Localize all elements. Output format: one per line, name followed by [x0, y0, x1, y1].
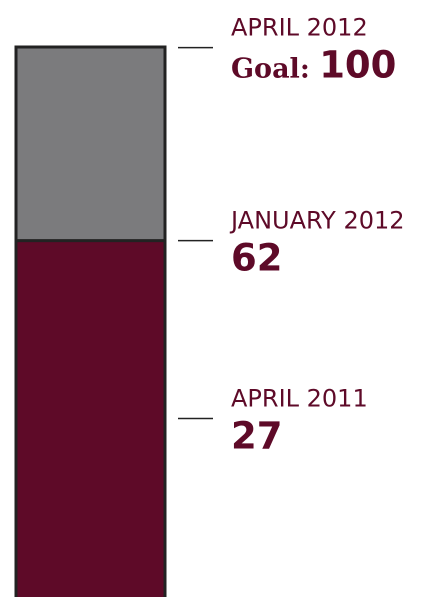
bar-remaining — [16, 47, 165, 241]
marker-value-number: 100 — [319, 44, 396, 87]
marker-value-label: Goal: 100 — [231, 44, 396, 87]
marker-value-prefix: Goal: — [231, 54, 319, 85]
marker-value-number: 62 — [231, 237, 283, 280]
marker-period-label: APRIL 2012 — [231, 14, 368, 42]
marker-period-label: APRIL 2011 — [231, 384, 368, 412]
marker-value-label: 27 — [231, 414, 283, 457]
marker-value-number: 27 — [231, 414, 283, 457]
marker-period-label: JANUARY 2012 — [229, 207, 405, 235]
bar-progress — [16, 240, 165, 597]
marker-value-label: 62 — [231, 237, 283, 280]
bar-outline — [14, 45, 167, 597]
